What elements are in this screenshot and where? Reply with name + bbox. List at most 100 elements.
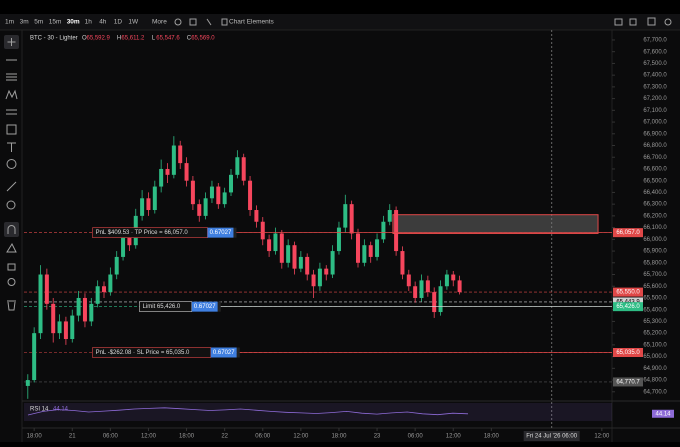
candle-body [311,274,316,287]
candle-body [394,210,399,252]
price-marker-bg [613,302,643,312]
fullscreen-icon[interactable] [647,17,656,26]
camera-icon[interactable] [664,18,672,26]
y-tick-label: 66,600.0 [643,167,667,173]
indicator-icon[interactable] [174,18,182,26]
candle-body [44,274,49,304]
draw-mode-tool[interactable] [6,242,17,253]
order-label: PnL $409.53 · TP Price = 66,057.0 [96,230,189,236]
candle-body [375,239,380,257]
timeframe-button[interactable]: 1m [5,19,14,26]
y-tick-label: 67,600.0 [643,49,667,55]
magnet-tool-bg[interactable] [4,222,19,237]
candle-body [32,333,37,381]
fib-tool[interactable] [6,73,17,81]
y-tick-label: 64,900.0 [643,366,667,372]
candle-body [82,297,87,322]
order-close[interactable] [233,227,237,238]
chart-elements-button[interactable]: Chart Elements [229,19,275,26]
ruler-tool[interactable] [6,181,17,192]
candle-body [317,268,322,287]
compare-icon[interactable] [189,18,197,26]
lock-tool[interactable] [7,263,16,271]
ohlc-value: 65,592.9 [87,36,111,42]
candle-body [57,321,62,334]
candle-body [63,321,68,340]
visibility-tool[interactable] [7,278,16,286]
candle-body [413,286,418,298]
candle-body [286,245,291,263]
x-tick-label: 12:00 [594,434,610,440]
timeframe-button[interactable]: 15m [49,19,62,26]
candle-body [114,256,119,275]
candle-body [127,233,132,246]
timeframe-button[interactable]: 1W [128,19,139,26]
candle-body [273,233,278,252]
candle-body [457,280,462,293]
magnet-tool[interactable] [7,225,16,235]
price-marker-label: 66,057.0 [616,230,640,236]
rsi-marker-bg [652,409,674,418]
candle-body [190,180,195,205]
candle-body [451,274,456,281]
y-tick-label: 66,200.0 [643,213,667,219]
more-button[interactable]: More [152,19,167,26]
candle-body [330,251,335,275]
candle-body [51,303,56,334]
candle-body [254,210,259,222]
projection-tool[interactable] [6,109,17,115]
timeframe-button[interactable]: 1h [85,19,93,26]
pattern-tool[interactable] [5,89,18,100]
rsi-value: 44.14 [53,407,69,413]
timeframe-button[interactable]: 5m [34,19,43,26]
order-close[interactable] [217,301,221,312]
x-tick-label: 06:00 [103,434,119,440]
order-qty-bg [191,301,218,312]
order-close[interactable] [236,347,240,358]
price-marker-bg [613,297,643,307]
x-tick-label: 06:00 [255,434,271,440]
candle-body [171,145,176,175]
y-tick-label: 65,700.0 [643,272,667,278]
candle-body [235,157,240,175]
download-icon[interactable] [614,18,623,26]
timeframe-button[interactable]: 3m [20,19,29,26]
shape-tool[interactable] [6,124,17,135]
candle-body [438,286,443,313]
symbol-label: BTC - 30 - Lighter [30,36,78,42]
emoji-tool[interactable] [6,159,17,169]
ohlc-value: 65,547.6 [156,36,180,42]
candle-body [400,251,405,275]
candle-body [343,204,348,228]
candle-body [419,280,424,298]
undo-icon[interactable] [206,18,212,26]
crosshair-tool[interactable] [7,38,16,46]
zoom-tool[interactable] [6,200,16,210]
y-tick-label: 67,200.0 [643,96,667,102]
y-tick-label: 66,300.0 [643,202,667,208]
elements-icon[interactable] [221,18,228,26]
x-tick-label: 18:00 [484,434,500,440]
price-marker-label: 64,770.7 [616,380,640,386]
timeframe-button[interactable]: 4h [99,19,107,26]
x-tick-label: 18:00 [27,434,43,440]
rsi-label: RSI 14 [30,407,49,413]
text-tool[interactable] [7,142,16,152]
y-tick-label: 65,400.0 [643,307,667,313]
y-tick-label: 65,000.0 [643,354,667,360]
ohlc-key: C [187,36,192,42]
candle-body [336,227,341,252]
timeframe-button[interactable]: 30m [67,19,80,26]
y-tick-label: 64,700.0 [643,389,667,395]
candle-body [89,303,94,322]
settings-icon[interactable] [629,18,637,26]
timeframe-button[interactable]: 1D [114,19,123,26]
price-marker-label: 65,550.0 [616,290,640,296]
order-label: PnL -$262.08 · SL Price = 65,035.0 [96,350,190,356]
y-tick-label: 66,000.0 [643,237,667,243]
delete-tool[interactable] [7,300,16,311]
candle-body [305,256,310,275]
candle-body [444,274,449,287]
candle-body [38,274,43,334]
